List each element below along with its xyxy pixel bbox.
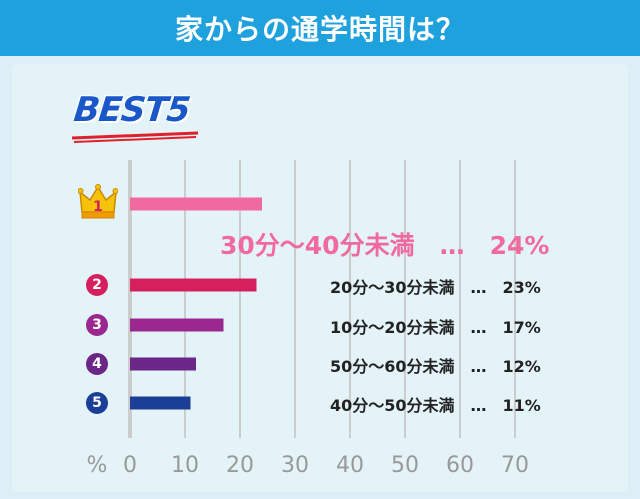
data-label-rank-1: 30分～40分未満 … 24% xyxy=(220,231,550,260)
svg-text:1: 1 xyxy=(93,199,103,215)
x-axis-unit-label: % xyxy=(87,453,108,478)
x-tick-label: 0 xyxy=(123,453,137,478)
title-banner: 家からの通学時間は？ xyxy=(0,0,640,56)
data-label-rank-4: 50分～60分未満 … 12% xyxy=(330,357,541,376)
rank-badge-3: 3 xyxy=(86,314,108,336)
data-label-rank-5: 40分～50分未満 … 11% xyxy=(330,396,541,415)
bar-rank-1 xyxy=(130,197,262,211)
page-title: 家からの通学時間は？ xyxy=(174,13,465,46)
bar-rank-2 xyxy=(130,278,257,292)
bar-rank-4 xyxy=(130,357,196,371)
bar-rank-5 xyxy=(130,396,191,410)
best5-underline xyxy=(71,131,199,143)
x-tick-label: 50 xyxy=(391,453,419,478)
x-tick-label: 30 xyxy=(281,453,309,478)
rank-badge-5: 5 xyxy=(86,392,108,414)
x-tick-label: 60 xyxy=(446,453,474,478)
crown-icon: 1 xyxy=(77,184,119,220)
data-label-rank-3: 10分～20分未満 … 17% xyxy=(330,318,541,337)
x-tick-label: 20 xyxy=(226,453,254,478)
data-label-rank-2: 20分～30分未満 … 23% xyxy=(330,278,541,297)
rank-badge-4: 4 xyxy=(86,353,108,375)
x-tick-label: 70 xyxy=(501,453,529,478)
x-tick-label: 40 xyxy=(336,453,364,478)
rank-badge-2: 2 xyxy=(86,274,108,296)
bar-rank-3 xyxy=(130,318,224,332)
x-tick-label: 10 xyxy=(171,453,199,478)
